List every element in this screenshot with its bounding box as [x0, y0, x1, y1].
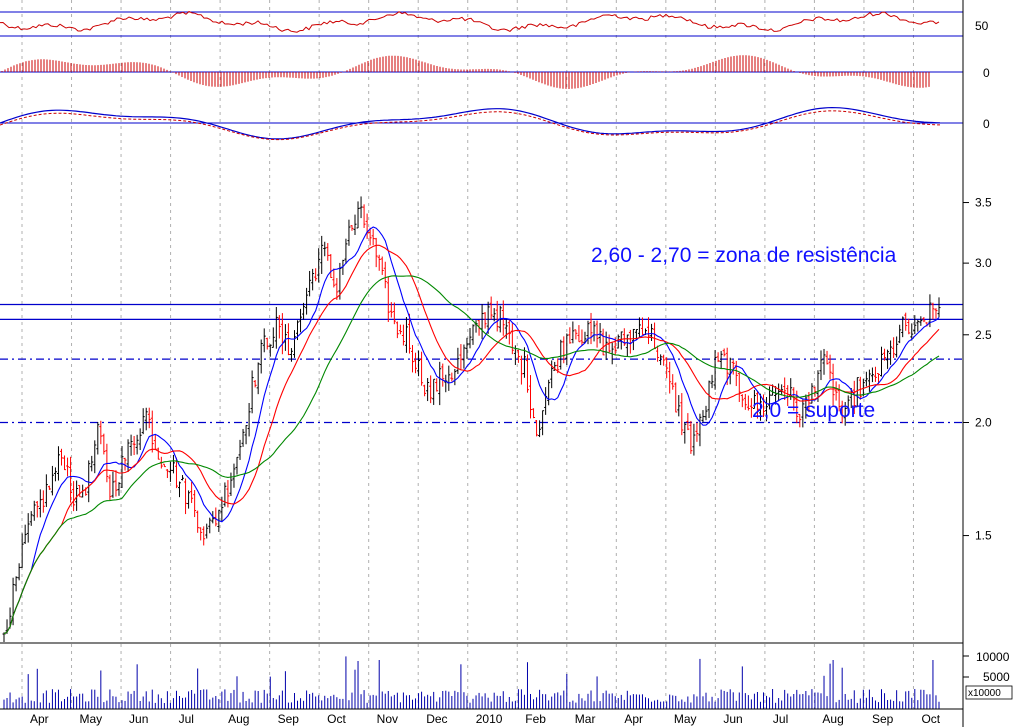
- macd-line: [0, 106, 941, 140]
- month-tick-label: Aug: [228, 712, 249, 726]
- price-tick-label: 2.0: [975, 415, 992, 429]
- month-tick-label: Feb: [525, 712, 546, 726]
- volume-multiplier-box: [965, 685, 1013, 700]
- month-tick-label: Nov: [377, 712, 398, 726]
- month-tick-label: Dec: [426, 712, 447, 726]
- month-tick-label: May: [80, 712, 103, 726]
- volume-multiplier-label: x10000: [968, 688, 1001, 699]
- oscillator-tick-label: 50: [975, 19, 989, 33]
- month-tick-label: Jul: [773, 712, 788, 726]
- month-tick-label: Sep: [872, 712, 894, 726]
- price-panel: [0, 196, 963, 643]
- month-tick-label: Jun: [723, 712, 742, 726]
- price-tick-label: 1.5: [975, 529, 992, 543]
- month-tick-label: Oct: [921, 712, 940, 726]
- macd-tick-label: 0: [983, 117, 990, 131]
- month-tick-label: Mar: [575, 712, 596, 726]
- histogram-tick-label: 0: [983, 66, 990, 80]
- month-tick-label: Apr: [624, 712, 643, 726]
- oscillator-line: [0, 10, 940, 33]
- month-tick-label: Sep: [278, 712, 300, 726]
- price-tick-label: 2.5: [975, 328, 992, 342]
- resistance-annotation: 2,60 - 2,70 = zona de resistência: [591, 244, 897, 267]
- month-tick-label: Jun: [129, 712, 148, 726]
- moving-average-line: [3, 226, 940, 635]
- month-tick-label: Oct: [327, 712, 346, 726]
- month-tick-label: 2010: [476, 712, 503, 726]
- volume-panel: [3, 656, 940, 709]
- volume-tick-label: 5000: [983, 670, 1010, 684]
- month-tick-label: May: [674, 712, 697, 726]
- gridlines: [21, 0, 914, 709]
- price-tick-label: 3.0: [975, 256, 992, 270]
- month-tick-label: Aug: [822, 712, 843, 726]
- volume-tick-label: 10000: [976, 650, 1010, 664]
- indicator-panels: [0, 10, 963, 141]
- month-tick-label: Jul: [179, 712, 194, 726]
- moving-average-line: [3, 275, 940, 635]
- price-tick-label: 3.5: [975, 196, 992, 210]
- macd-signal-line: [0, 110, 941, 141]
- month-tick-label: Apr: [30, 712, 49, 726]
- support-annotation: 2,0 = suporte: [752, 399, 875, 422]
- moving-average-line: [3, 244, 940, 635]
